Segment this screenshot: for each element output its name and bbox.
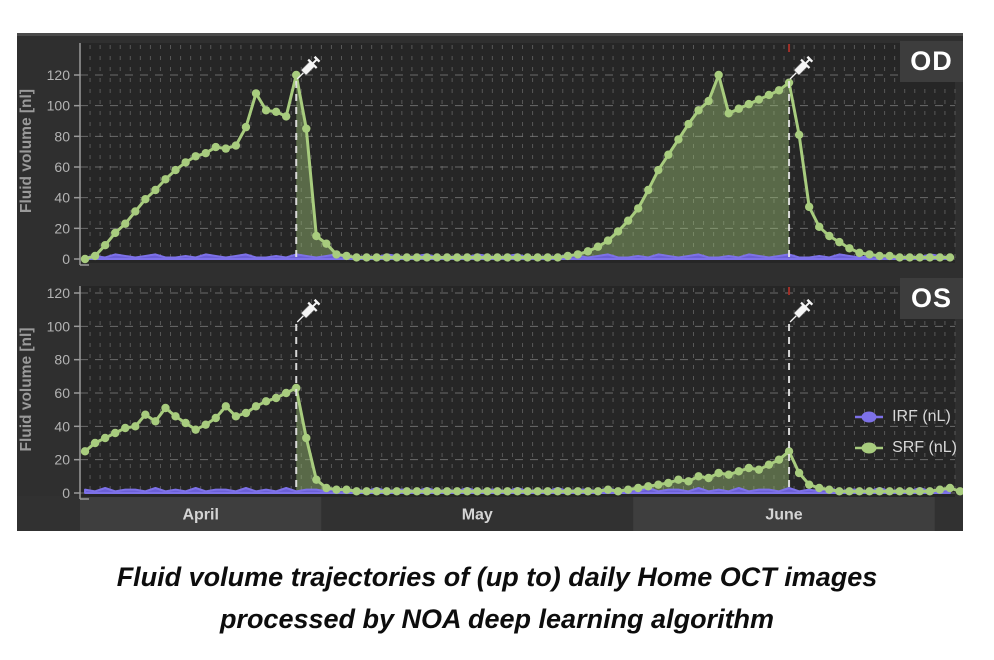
legend-label-srf: SRF (nL) [892, 439, 957, 456]
month-band-right-stub [934, 496, 963, 531]
syringe-injection-icon [296, 55, 321, 80]
month-band-june [633, 496, 935, 531]
y-tick-label: 100 [47, 98, 71, 114]
panel-label-os: OS [911, 283, 952, 313]
irf-legend-marker-icon [855, 411, 884, 423]
y-tick-label: 40 [54, 418, 70, 434]
fluid-volume-plots: April May June 0 20 40 60 80 100 120 Fluid volume … [17, 41, 963, 531]
panel-label-box-od [900, 41, 963, 82]
panel-os: 0 20 40 60 80 100 120 Fluid volume [nl] OS [18, 278, 963, 501]
srf-fill-between-injections [296, 75, 790, 259]
caption-line-1: Fluid volume trajectories of (up to) dai… [116, 562, 878, 592]
y-tick-label: 0 [62, 251, 70, 267]
legend-label-irf: IRF (nL) [892, 408, 951, 425]
plot-area-os [80, 286, 955, 497]
legend-item-srf[interactable]: SRF (nL) [855, 439, 957, 457]
panel-od: 0 20 40 60 80 100 120 Fluid volume [nl] OD [18, 41, 963, 267]
month-label-may: May [462, 507, 493, 524]
y-tick-label: 20 [54, 452, 70, 468]
caption-line-2: processed by NOA deep learning algorithm [219, 604, 775, 634]
y-axis-title-od: Fluid volume [nl] [18, 89, 35, 213]
fluid-volume-chart: April May June 0 20 40 60 80 100 120 Fluid volume … [17, 33, 963, 531]
y-tick-label: 80 [54, 128, 70, 144]
month-band-april [80, 496, 322, 531]
figure-caption: Fluid volume trajectories of (up to) dai… [0, 556, 994, 640]
srf-fill-between-injections [296, 388, 790, 493]
panel-label-box-os [900, 278, 963, 319]
legend: IRF (nL) SRF (nL) [855, 408, 957, 457]
panel-label-od: OD [910, 46, 953, 76]
month-band-left-stub [17, 496, 80, 531]
syringe-injection-icon [789, 55, 814, 80]
month-label-june: June [765, 507, 802, 524]
y-tick-label: 120 [47, 285, 71, 301]
y-tick-label: 0 [62, 485, 70, 501]
month-label-april: April [182, 507, 218, 524]
syringe-injection-icon [296, 298, 321, 323]
y-tick-label: 60 [54, 385, 70, 401]
plot-area-od [80, 43, 955, 263]
y-tick-label: 20 [54, 220, 70, 236]
y-tick-label: 40 [54, 190, 70, 206]
y-tick-label: 100 [47, 318, 71, 334]
y-tick-label: 60 [54, 159, 70, 175]
y-axis-title-os: Fluid volume [nl] [18, 328, 35, 452]
srf-legend-marker-icon [855, 442, 884, 454]
y-tick-label: 120 [47, 67, 71, 83]
legend-item-irf[interactable]: IRF (nL) [855, 408, 957, 426]
y-tick-label: 80 [54, 352, 70, 368]
month-band-may [321, 496, 634, 531]
syringe-injection-icon [789, 298, 814, 323]
